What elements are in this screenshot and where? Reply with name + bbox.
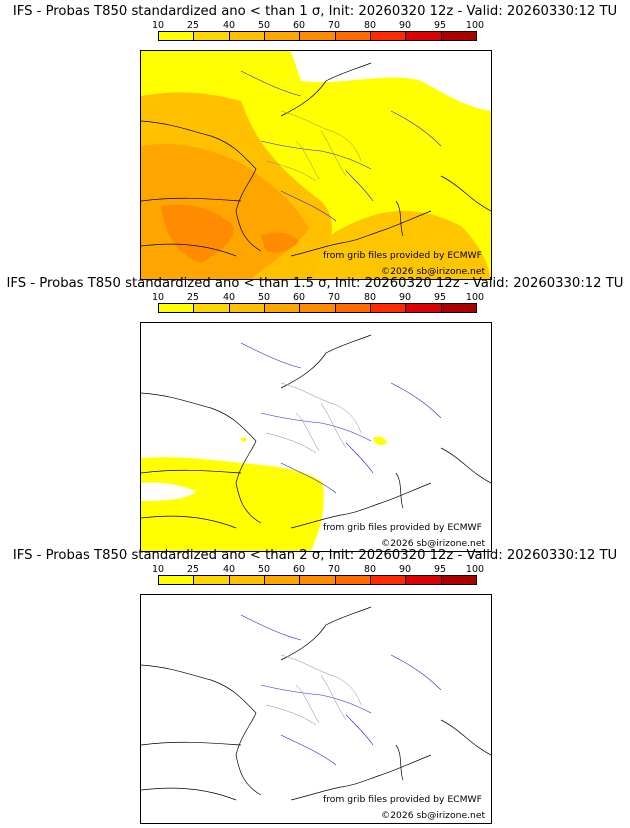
tick-label: 90 [398, 292, 412, 303]
tick-label: 60 [292, 20, 306, 31]
colorbar-swatch [441, 32, 476, 40]
tick-label: 95 [433, 292, 447, 303]
prob-40-50-area [311, 210, 491, 279]
colorbar-swatch [264, 304, 301, 312]
tick-label: 95 [433, 564, 447, 575]
tick-label: 90 [398, 20, 412, 31]
tick-label: 90 [398, 564, 412, 575]
panel-title: IFS - Probas T850 standardized ano < tha… [6, 276, 624, 291]
prob-10-25-area [141, 457, 324, 551]
borders [265, 654, 362, 726]
coastline [141, 62, 491, 257]
tick-label: 50 [257, 564, 271, 575]
panel-title: IFS - Probas T850 standardized ano < tha… [12, 548, 618, 563]
colorbar-swatch [229, 576, 265, 584]
copyright-credit: ©2026 sb@irizone.net [381, 538, 486, 549]
colorbar-swatch [159, 576, 195, 584]
colorbar-swatch [441, 576, 476, 584]
rivers [240, 342, 442, 494]
colorbar-swatch [300, 32, 336, 40]
borders [265, 382, 362, 454]
tick-label: 25 [186, 20, 200, 31]
tick-label: 70 [327, 20, 341, 31]
tick-label: 80 [363, 292, 377, 303]
tick-label: 95 [433, 20, 447, 31]
colorbar-tick-labels: 10 25 40 50 60 70 80 90 95 100 [150, 20, 490, 32]
colorbar-swatch [335, 304, 371, 312]
colorbar-swatch [300, 304, 336, 312]
tick-label: 25 [186, 564, 200, 575]
tick-label: 10 [151, 292, 165, 303]
tick-label: 40 [222, 20, 236, 31]
colorbar-swatch [441, 304, 476, 312]
panel-1: IFS - Probas T850 standardized ano < tha… [0, 4, 630, 280]
copyright-credit: ©2026 sb@irizone.net [381, 266, 486, 277]
panel-2: IFS - Probas T850 standardized ano < tha… [0, 276, 630, 552]
probability-map [141, 51, 491, 279]
map-france: from grib files provided by ECMWF ©2026 … [140, 322, 492, 552]
colorbar-swatch [229, 304, 265, 312]
probability-map [141, 334, 491, 551]
panel-title: IFS - Probas T850 standardized ano < tha… [12, 4, 618, 19]
colorbar-swatch [194, 304, 230, 312]
colorbar-swatch [406, 304, 442, 312]
colorbar-swatch [194, 576, 230, 584]
tick-label: 80 [363, 564, 377, 575]
tick-label: 80 [363, 20, 377, 31]
prob-60-70-area [261, 232, 299, 253]
tick-label: 100 [465, 292, 485, 303]
colorbar-swatch [335, 32, 371, 40]
colorbar-swatch [194, 32, 230, 40]
colorbar-swatch [264, 576, 301, 584]
tick-label: 70 [327, 292, 341, 303]
prob-60-70-area [161, 204, 234, 263]
tick-label: 50 [257, 292, 271, 303]
coastline [141, 606, 491, 801]
colorbar-swatch [264, 32, 301, 40]
colorbar-tick-labels: 10 25 40 50 60 70 80 90 95 100 [150, 292, 490, 304]
tick-label: 10 [151, 20, 165, 31]
tick-label: 50 [257, 20, 271, 31]
colorbar [158, 575, 477, 585]
tick-label: 25 [186, 292, 200, 303]
map-france: from grib files provided by ECMWF ©2026 … [140, 50, 492, 280]
colorbar [158, 31, 477, 41]
colorbar-swatch [370, 32, 407, 40]
tick-label: 60 [292, 292, 306, 303]
colorbar-swatch [370, 304, 407, 312]
data-source-credit: from grib files provided by ECMWF [323, 250, 482, 261]
colorbar-swatch [300, 576, 336, 584]
low-prob-area [291, 51, 491, 111]
tick-label: 60 [292, 564, 306, 575]
tick-label: 10 [151, 564, 165, 575]
low-prob-area [141, 482, 196, 501]
colorbar-tick-labels: 10 25 40 50 60 70 80 90 95 100 [150, 564, 490, 576]
colorbar-swatch [370, 576, 407, 584]
colorbar-swatch [335, 576, 371, 584]
prob-10-25-area [373, 436, 387, 446]
colorbar-swatch [159, 304, 195, 312]
colorbar-swatch [229, 32, 265, 40]
colorbar [158, 303, 477, 313]
coastline [141, 334, 491, 529]
data-source-credit: from grib files provided by ECMWF [323, 794, 482, 805]
prob-10-25-area [240, 437, 247, 442]
map-france: from grib files provided by ECMWF ©2026 … [140, 594, 492, 824]
colorbar-swatch [406, 576, 442, 584]
tick-label: 100 [465, 564, 485, 575]
tick-label: 70 [327, 564, 341, 575]
panel-3: IFS - Probas T850 standardized ano < tha… [0, 548, 630, 824]
tick-label: 40 [222, 292, 236, 303]
borders [265, 110, 362, 182]
probability-map [141, 606, 491, 801]
tick-label: 40 [222, 564, 236, 575]
data-source-credit: from grib files provided by ECMWF [323, 522, 482, 533]
rivers [240, 70, 442, 222]
rivers [240, 614, 442, 766]
copyright-credit: ©2026 sb@irizone.net [381, 810, 486, 821]
colorbar-swatch [159, 32, 195, 40]
colorbar-swatch [406, 32, 442, 40]
tick-label: 100 [465, 20, 485, 31]
